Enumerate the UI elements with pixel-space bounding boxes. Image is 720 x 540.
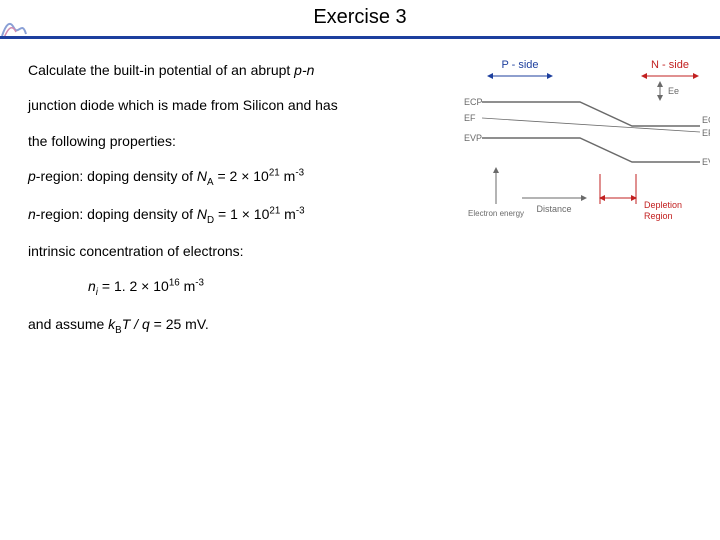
intro-line-2: junction diode which is made from Silico… <box>28 91 448 120</box>
p-region-mid: -region: doping density of <box>36 168 197 184</box>
ni-exp: 16 <box>169 278 180 289</box>
conduction-band <box>482 102 700 126</box>
p-region-unit-exp: -3 <box>295 168 304 179</box>
assume-pre: and assume <box>28 316 108 332</box>
exercise-body: Calculate the built-in potential of an a… <box>28 56 448 347</box>
title-rule <box>0 36 720 39</box>
fermi-line <box>482 118 700 132</box>
intrinsic-line: intrinsic concentration of electrons: <box>28 237 448 266</box>
depletion-label-2: Region <box>644 211 673 221</box>
valence-band <box>482 138 700 162</box>
ee-label: Ee <box>668 86 679 96</box>
depletion-label-1: Depletion <box>644 200 682 210</box>
ecn-label: ECN <box>702 115 710 125</box>
distance-label: Distance <box>536 204 571 214</box>
electron-energy-label: Electron energy <box>468 209 524 218</box>
assume-eq: = 25 mV. <box>150 316 209 332</box>
n-region-unit: m <box>280 206 296 222</box>
intro-line-3: the following properties: <box>28 127 448 156</box>
ni-unit-exp: -3 <box>195 278 204 289</box>
ni-unit: m <box>180 278 196 294</box>
intro1-pre: Calculate the built-in potential of an a… <box>28 62 294 78</box>
intro1-pn: p-n <box>294 62 314 78</box>
n-region-line: n-region: doping density of ND = 1 × 102… <box>28 200 448 231</box>
evn-label: EVN <box>702 157 710 167</box>
p-side-label: P - side <box>501 59 538 71</box>
n-side-label: N - side <box>651 59 689 71</box>
assume-T: T / q <box>122 316 150 332</box>
ecp-label: ECP <box>464 97 483 107</box>
ni-eq: = 1. 2 × 10 <box>98 278 169 294</box>
p-region-p: p <box>28 168 36 184</box>
intro-line-1: Calculate the built-in potential of an a… <box>28 56 448 85</box>
p-region-eq: = 2 × 10 <box>214 168 269 184</box>
band-diagram: P - side N - side Ee ECP EF EVP ECN EF E… <box>460 56 710 246</box>
ef-right-label: EF <box>702 128 710 138</box>
p-region-unit: m <box>280 168 296 184</box>
slide-title: Exercise 3 <box>0 6 720 29</box>
n-region-unit-exp: -3 <box>296 205 305 216</box>
p-region-line: p-region: doping density of NA = 2 × 102… <box>28 162 448 193</box>
n-region-exp: 21 <box>269 205 280 216</box>
p-region-exp: 21 <box>269 168 280 179</box>
n-region-N: N <box>197 206 207 222</box>
evp-label: EVP <box>464 133 482 143</box>
n-region-eq: = 1 × 10 <box>214 206 269 222</box>
assume-line: and assume kBT / q = 25 mV. <box>28 310 448 341</box>
p-region-N: N <box>197 168 207 184</box>
ni-n: n <box>88 278 96 294</box>
ef-left-label: EF <box>464 113 476 123</box>
ni-line: ni = 1. 2 × 1016 m-3 <box>28 272 448 303</box>
n-region-n: n <box>28 206 36 222</box>
n-region-mid: -region: doping density of <box>36 206 197 222</box>
